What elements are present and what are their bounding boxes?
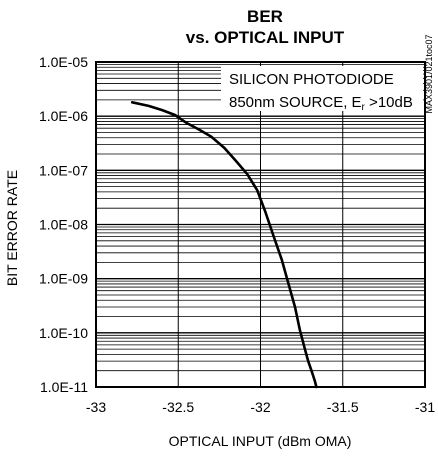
- annotation-prefix: 850nm SOURCE, E: [229, 94, 362, 111]
- y-axis-label: BIT ERROR RATE: [4, 170, 20, 286]
- y-tick-label: 1.0E-05: [39, 54, 88, 70]
- legend-annotation-line-1: SILICON PHOTODIODE: [229, 71, 394, 88]
- plot-frame: [95, 61, 426, 388]
- series-layer: [130, 101, 318, 389]
- y-tick-label: 1.0E-10: [39, 325, 88, 341]
- annotation-suffix: >10dB: [365, 94, 413, 111]
- legend-annotation-line-2: 850nm SOURCE, Er >10dB: [229, 94, 413, 113]
- legend-background: [221, 66, 423, 111]
- side-note-label: MAX3901/021toc07: [424, 34, 434, 113]
- y-tick-label: 1.0E-09: [39, 271, 88, 287]
- x-tick-label: -32: [250, 399, 270, 415]
- tick-label-layer: 1.0E-05 1.0E-06 1.0E-07 1.0E-08 1.0E-09 1.0E-…: [39, 54, 435, 415]
- x-tick-label: -31: [415, 399, 435, 415]
- y-tick-label: 1.0E-07: [39, 162, 88, 178]
- y-tick-label: 1.0E-08: [39, 217, 88, 233]
- x-tick-label: -31.5: [327, 399, 359, 415]
- x-tick-label: -32.5: [162, 399, 194, 415]
- ber-curve-series-line: [130, 101, 318, 389]
- annotation-subscript: r: [362, 102, 366, 113]
- chart-title-line-2: vs. OPTICAL INPUT: [186, 28, 345, 47]
- x-axis-label: OPTICAL INPUT (dBm OMA): [169, 433, 352, 449]
- y-tick-label: 1.0E-11: [40, 379, 88, 395]
- x-tick-label: -33: [86, 399, 106, 415]
- y-tick-label: 1.0E-06: [39, 108, 88, 124]
- chart-title-line-1: BER: [247, 7, 283, 26]
